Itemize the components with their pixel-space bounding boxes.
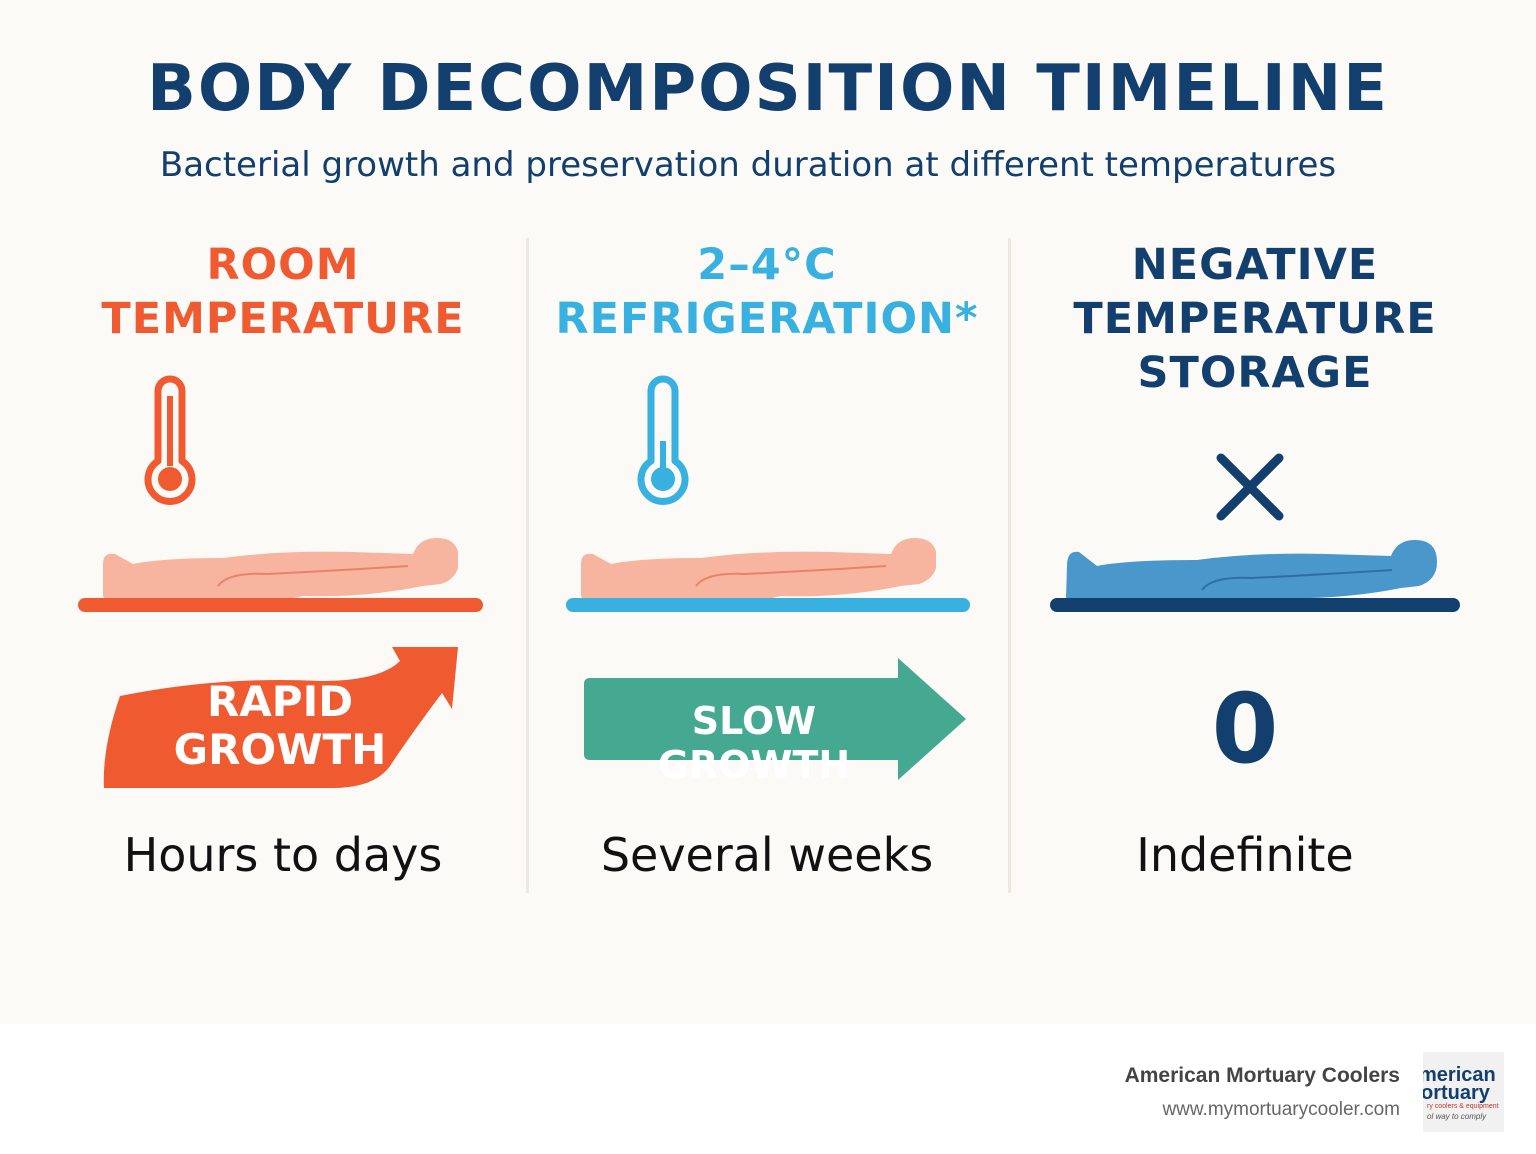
bed-line — [1050, 598, 1460, 612]
body-figure — [103, 538, 458, 606]
column-divider — [526, 238, 529, 893]
thermometer-icon — [144, 375, 196, 505]
column-divider — [1008, 238, 1011, 893]
page-title: BODY DECOMPOSITION TIMELINE — [147, 52, 1389, 126]
logo-line: ry coolers & equipment — [1427, 1103, 1499, 1110]
body-figure — [1066, 540, 1437, 608]
growth-label: 0 — [1211, 673, 1279, 785]
column-refrigeration: 2–4°C REFRIGERATION* SLOW GROWTH Several… — [546, 238, 988, 898]
slow-growth-arrow — [584, 658, 966, 780]
logo-line: merican — [1423, 1064, 1496, 1086]
body-figure — [581, 538, 936, 606]
rapid-growth-arrow — [103, 647, 459, 788]
bed-line — [566, 598, 970, 612]
column-negative-temperature: NEGATIVE TEMPERATURE STORAGE 0 Indefinit… — [1030, 238, 1480, 898]
column-title: NEGATIVE TEMPERATURE STORAGE — [1073, 240, 1437, 398]
footer — [0, 1024, 1536, 1154]
page-subtitle: Bacterial growth and preservation durati… — [159, 145, 1337, 185]
thermometer-icon — [637, 375, 689, 505]
logo-line: ol way to comply — [1427, 1112, 1487, 1121]
brand-name: American Mortuary Coolers — [1124, 1064, 1400, 1087]
brand-url[interactable]: www.mymortuarycooler.com — [1162, 1099, 1400, 1120]
growth-label: SLOW GROWTH — [657, 699, 851, 787]
cross-icon — [1216, 453, 1284, 521]
duration-label: Indefinite — [1136, 828, 1354, 882]
column-room-temperature: ROOM TEMPERATURE RAPID GROWTH Hours to d… — [60, 238, 506, 898]
growth-label: RAPID GROWTH — [173, 677, 387, 774]
column-title: ROOM TEMPERATURE — [101, 240, 465, 344]
column-title: 2–4°C REFRIGERATION* — [555, 240, 979, 344]
duration-label: Several weeks — [600, 828, 934, 882]
brand-logo: merican ortuary ry coolers & equipment o… — [1423, 1052, 1504, 1132]
duration-label: Hours to days — [123, 828, 443, 882]
logo-line: ortuary — [1423, 1082, 1490, 1104]
bed-line — [78, 598, 483, 612]
